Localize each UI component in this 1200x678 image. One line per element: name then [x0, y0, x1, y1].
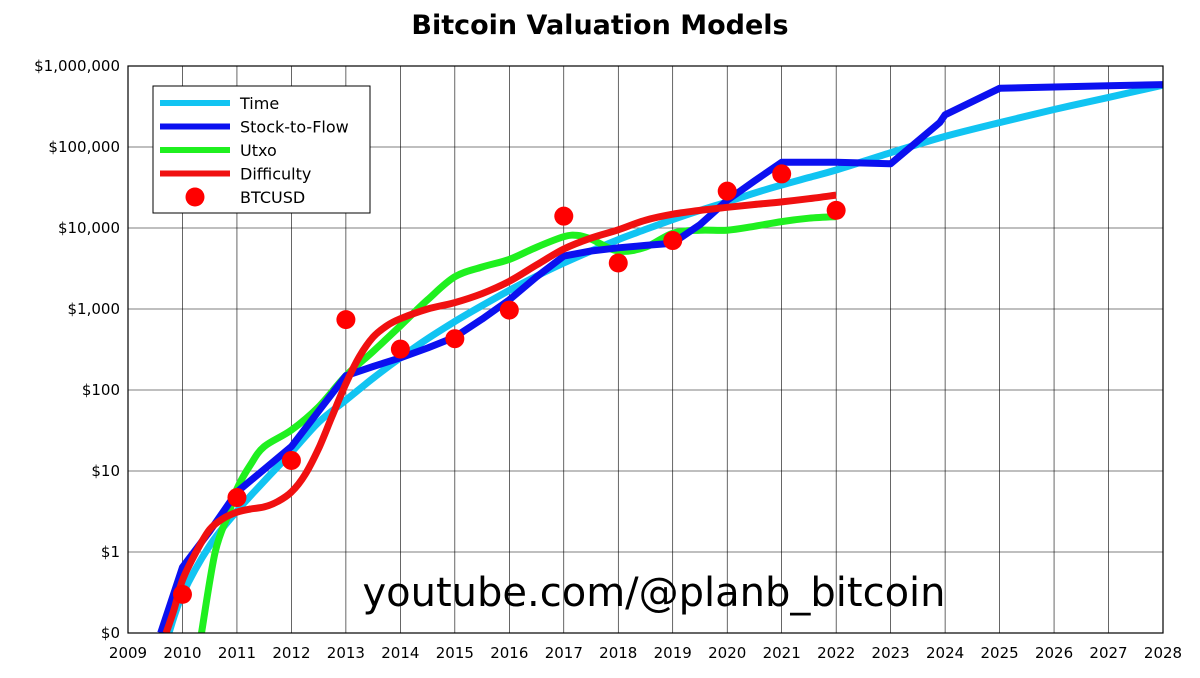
series-lines — [157, 81, 1163, 633]
btcusd-point — [281, 450, 301, 470]
btcusd-points — [172, 164, 846, 604]
x-tick-label: 2012 — [272, 644, 310, 662]
x-tick-label: 2013 — [327, 644, 365, 662]
x-tick-label: 2019 — [654, 644, 692, 662]
x-tick-label: 2022 — [817, 644, 855, 662]
btcusd-point — [172, 584, 192, 604]
x-tick-label: 2018 — [599, 644, 637, 662]
legend-label: Utxo — [240, 141, 277, 160]
btcusd-point — [826, 200, 846, 220]
x-tick-label: 2009 — [109, 644, 147, 662]
legend-swatch — [185, 187, 205, 207]
x-tick-label: 2024 — [926, 644, 964, 662]
x-tick-label: 2017 — [545, 644, 583, 662]
x-tick-label: 2011 — [218, 644, 256, 662]
series-line-stock-to-flow — [157, 81, 1163, 633]
x-tick-label: 2027 — [1089, 644, 1127, 662]
btcusd-point — [336, 310, 356, 330]
btcusd-point — [390, 339, 410, 359]
y-tick-label: $1 — [101, 543, 120, 561]
x-tick-label: 2025 — [980, 644, 1018, 662]
y-tick-label: $100 — [82, 381, 120, 399]
legend-label: Stock-to-Flow — [240, 118, 349, 137]
series-line-difficulty — [162, 191, 837, 633]
legend-label: BTCUSD — [240, 188, 305, 207]
y-tick-label: $100,000 — [48, 138, 120, 156]
x-tick-label: 2014 — [381, 644, 419, 662]
x-tick-label: 2023 — [872, 644, 910, 662]
watermark-text: youtube.com/@planb_bitcoin — [362, 570, 945, 616]
y-tick-label: $10,000 — [58, 219, 120, 237]
btcusd-point — [717, 181, 737, 201]
btcusd-point — [663, 231, 683, 251]
x-tick-label: 2021 — [763, 644, 801, 662]
x-tick-label: 2010 — [163, 644, 201, 662]
btcusd-point — [227, 488, 247, 508]
x-tick-label: 2028 — [1144, 644, 1182, 662]
legend-label: Time — [239, 94, 279, 113]
legend-label: Difficulty — [240, 165, 311, 184]
x-tick-label: 2026 — [1035, 644, 1073, 662]
y-tick-label: $0 — [101, 624, 120, 642]
y-tick-label: $10 — [91, 462, 120, 480]
legend: Time Stock-to-Flow Utxo Difficulty BTCUSD — [152, 85, 371, 214]
btcusd-point — [554, 206, 574, 226]
x-tick-label: 2015 — [436, 644, 474, 662]
x-axis-ticks: 2009 2010 2011 2012 2013 2014 2015 2016 2017 2018… — [109, 644, 1182, 662]
x-tick-label: 2016 — [490, 644, 528, 662]
plot-frame — [127, 65, 1164, 634]
y-tick-label: $1,000,000 — [34, 57, 120, 75]
btcusd-point — [772, 164, 792, 184]
btcusd-point — [499, 300, 519, 320]
chart-title: Bitcoin Valuation Models — [411, 10, 788, 41]
btcusd-point — [445, 329, 465, 349]
y-tick-label: $1,000 — [68, 300, 121, 318]
btcusd-point — [608, 253, 628, 273]
y-axis-ticks: $0 $1 $10 $100 $1,000 $10,000 $100,000 $1,000,0… — [34, 57, 120, 642]
x-tick-label: 2020 — [708, 644, 746, 662]
series-line-utxo — [198, 213, 837, 633]
